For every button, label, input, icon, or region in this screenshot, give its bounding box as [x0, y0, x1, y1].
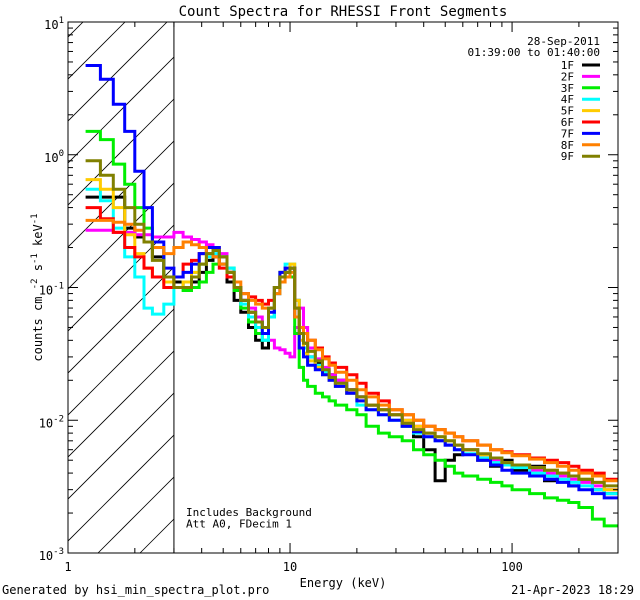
legend-label-2F: 2F	[561, 70, 574, 83]
legend-label-5F: 5F	[561, 105, 574, 118]
hatch-line	[68, 22, 126, 80]
x-axis-label: Energy (keV)	[300, 576, 387, 590]
y-tick-label-1: 101	[44, 16, 64, 32]
annotation-date: 28-Sep-2011	[527, 35, 600, 48]
hatch-line	[0, 0, 28, 553]
footer-timestamp: 21-Apr-2023 18:29	[511, 583, 634, 597]
series-line-8F	[85, 218, 618, 483]
y-axis-label-part: -1	[30, 213, 40, 224]
y-axis-label: counts cm -2 s-1 keV-1	[30, 213, 45, 361]
y-axis-label-part: -2	[30, 278, 40, 289]
y-tick-exponent: -2	[53, 414, 64, 424]
hatch-line	[68, 22, 84, 38]
series-line-3F	[85, 129, 618, 528]
legend-label-3F: 3F	[561, 82, 574, 95]
y-tick-exponent: -1	[53, 282, 64, 292]
y-tick-base: 10	[44, 18, 58, 32]
y-axis-label-part: s	[31, 264, 45, 278]
legend-label-9F: 9F	[561, 150, 574, 163]
legend-label-8F: 8F	[561, 139, 574, 152]
legend-label-4F: 4F	[561, 93, 574, 106]
x-tick-label-10: 10	[283, 560, 297, 574]
hatch-line	[68, 22, 168, 122]
legend-label-1F: 1F	[561, 59, 574, 72]
y-tick-exponent: -3	[53, 547, 64, 557]
y-tick-exponent: 0	[59, 149, 64, 159]
footer-generated-by: Generated by hsi_min_spectra_plot.pro	[2, 583, 270, 597]
y-tick-base: 10	[39, 549, 53, 563]
y-axis-label-part: -1	[30, 253, 40, 264]
series-line-9F	[85, 159, 618, 488]
y-tick-base: 10	[39, 416, 53, 430]
y-tick-label--1: 10-1	[39, 282, 64, 298]
y-tick-exponent: 1	[59, 16, 64, 26]
y-tick-label--2: 10-2	[39, 414, 64, 430]
y-tick-base: 10	[39, 284, 53, 298]
y-axis-label-part: keV	[31, 224, 45, 253]
x-axis: 1 10 100	[64, 22, 619, 574]
y-tick-base: 10	[44, 151, 58, 165]
plot-area	[0, 0, 618, 553]
annotation-line-2: Att A0, FDecim 1	[186, 518, 292, 531]
x-tick-label-1: 1	[64, 560, 71, 574]
legend-label-6F: 6F	[561, 116, 574, 129]
annotation-time-range: 01:39:00 to 01:40:00	[468, 46, 600, 59]
x-tick-label-100: 100	[501, 560, 523, 574]
y-tick-label-0: 100	[44, 149, 64, 165]
hatch-mask	[173, 22, 618, 553]
hatch-line	[68, 22, 210, 164]
y-axis-label-part: counts cm	[31, 289, 45, 361]
series-line-7F	[85, 64, 618, 500]
chart-title: Count Spectra for RHESSI Front Segments	[179, 4, 508, 20]
annotation-line-1: Includes Background	[186, 506, 312, 519]
y-tick-label--3: 10-3	[39, 547, 64, 563]
legend-label-7F: 7F	[561, 127, 574, 140]
